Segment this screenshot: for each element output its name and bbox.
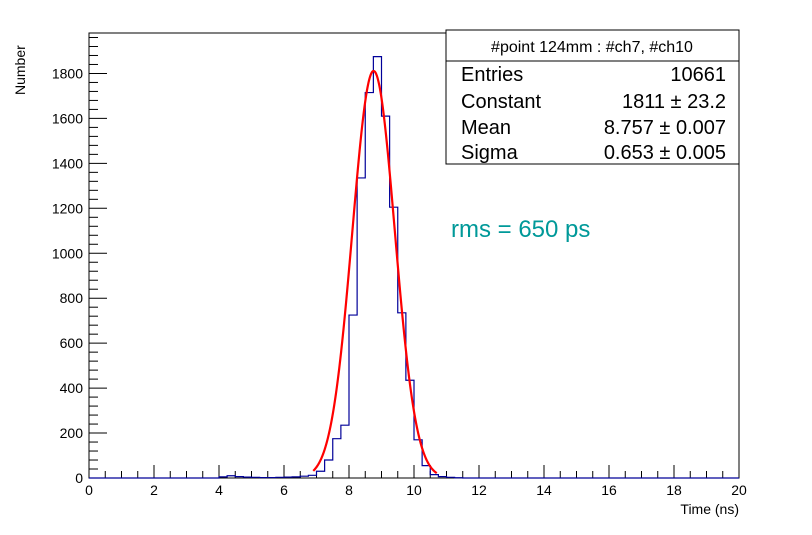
stats-row-value: 0.653 ± 0.005 [604,142,726,164]
stats-row-value: 8.757 ± 0.007 [604,117,726,139]
rms-annotation: rms = 650 ps [451,216,590,243]
x-tick-label: 20 [731,482,747,498]
x-tick-label: 14 [536,482,552,498]
y-tick-label: 1400 [52,155,83,171]
y-tick-label: 800 [60,290,84,306]
y-tick-label: 400 [60,380,84,396]
x-tick-label: 16 [601,482,617,498]
x-tick-label: 4 [215,482,223,498]
stats-row-label: Sigma [461,142,519,164]
x-tick-label: 18 [666,482,682,498]
y-axis: 0 200 400 600 800 1000 1200 1400 1600 1800 [52,36,107,486]
y-tick-label: 0 [75,470,83,486]
y-tick-label: 600 [60,335,84,351]
gaussian-fit-curve [312,69,438,475]
histogram-outline [89,55,739,479]
stats-row-label: Constant [461,91,541,113]
y-axis-label: Number [12,45,28,95]
y-tick-label: 1200 [52,200,83,216]
y-tick-label: 1800 [52,65,83,81]
stats-row-label: Mean [461,117,511,139]
stats-row-value: 10661 [670,64,726,86]
x-tick-label: 0 [85,482,93,498]
stats-box-title: #point 124mm : #ch7, #ch10 [491,39,693,56]
x-axis-label: Time (ns) [680,501,739,517]
stats-box: #point 124mm : #ch7, #ch10 Entries 10661 C… [445,29,740,165]
x-tick-label: 10 [406,482,422,498]
x-tick-label: 12 [471,482,487,498]
x-tick-label: 2 [150,482,158,498]
stats-box-frame [445,29,740,165]
y-tick-label: 1600 [52,110,83,126]
y-tick-label: 1000 [52,245,83,261]
stats-row-label: Entries [461,64,523,86]
y-tick-label: 200 [60,425,84,441]
stats-row-value: 1811 ± 23.2 [622,91,726,113]
x-axis: 0 2 4 6 8 10 12 14 16 18 20 [85,465,747,498]
x-tick-label: 6 [280,482,288,498]
x-tick-label: 8 [345,482,353,498]
